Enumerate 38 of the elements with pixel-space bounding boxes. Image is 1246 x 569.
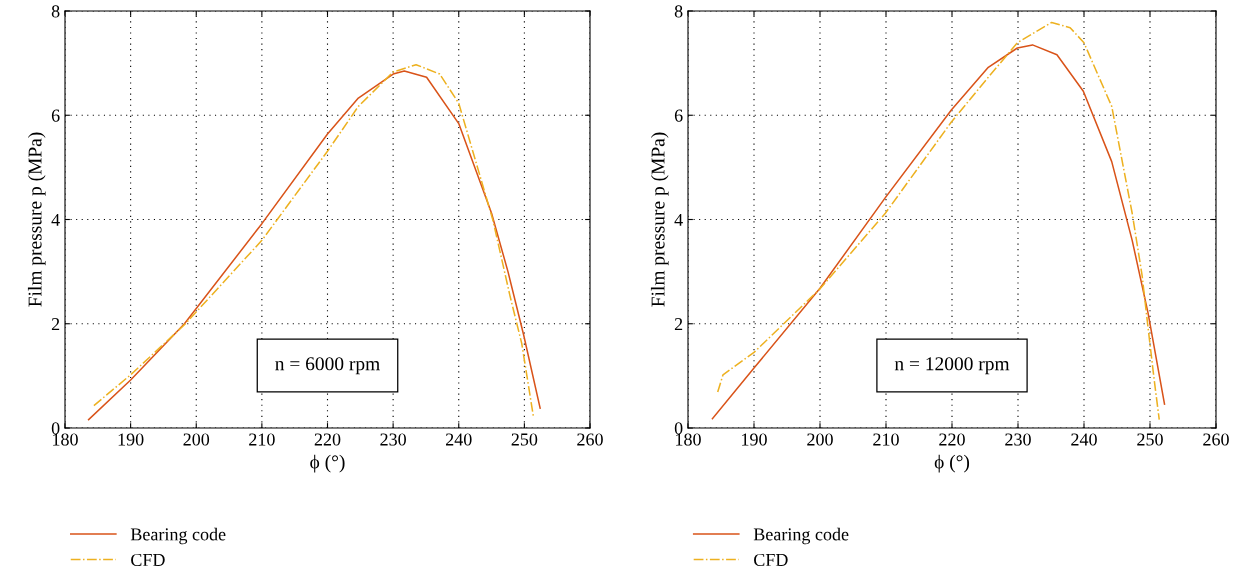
y-tick-label: 8 bbox=[674, 5, 683, 18]
x-tick-label: 200 bbox=[183, 433, 210, 446]
x-tick-label: 260 bbox=[1203, 433, 1229, 446]
y-tick-label: 4 bbox=[51, 213, 60, 226]
y-tick-label: 0 bbox=[51, 422, 60, 435]
y-tick-label: 0 bbox=[674, 422, 683, 435]
x-tick-label: 180 bbox=[53, 433, 78, 446]
x-tick-label: 260 bbox=[577, 433, 603, 446]
x-tick-label: 220 bbox=[314, 433, 341, 446]
x-tick-label: 200 bbox=[807, 433, 833, 446]
annotation: n = 6000 rpm bbox=[275, 357, 380, 375]
y-tick-label: 6 bbox=[674, 109, 683, 122]
legend-label: CFD bbox=[131, 553, 165, 567]
x-tick-label: 180 bbox=[676, 433, 701, 446]
x-tick-label: 230 bbox=[1005, 433, 1031, 446]
x-tick-label: 190 bbox=[742, 433, 767, 446]
legend-label: Bearing code bbox=[130, 527, 226, 545]
y-axis-title: Film pressure p (MPa) bbox=[27, 132, 46, 307]
x-axis-title: ϕ (°) bbox=[934, 454, 970, 473]
x-tick-label: 240 bbox=[1071, 433, 1097, 446]
y-tick-label: 4 bbox=[674, 213, 683, 226]
annotation: n = 12000 rpm bbox=[894, 357, 1010, 375]
x-tick-label: 210 bbox=[249, 433, 275, 446]
x-axis-title: ϕ (°) bbox=[310, 454, 345, 473]
x-tick-label: 250 bbox=[511, 433, 538, 446]
y-tick-label: 8 bbox=[51, 5, 60, 18]
y-tick-label: 2 bbox=[674, 318, 683, 331]
x-tick-label: 220 bbox=[939, 433, 965, 446]
y-axis-title: Film pressure p (MPa) bbox=[650, 132, 669, 307]
x-tick-label: 230 bbox=[380, 433, 406, 446]
x-tick-label: 250 bbox=[1137, 433, 1163, 446]
y-tick-label: 2 bbox=[51, 318, 60, 331]
legend-label: CFD bbox=[754, 553, 788, 567]
x-tick-label: 190 bbox=[118, 433, 144, 446]
x-tick-label: 210 bbox=[873, 433, 899, 446]
legend-label: Bearing code bbox=[753, 527, 849, 545]
x-tick-label: 240 bbox=[446, 433, 472, 446]
y-tick-label: 6 bbox=[51, 109, 60, 122]
